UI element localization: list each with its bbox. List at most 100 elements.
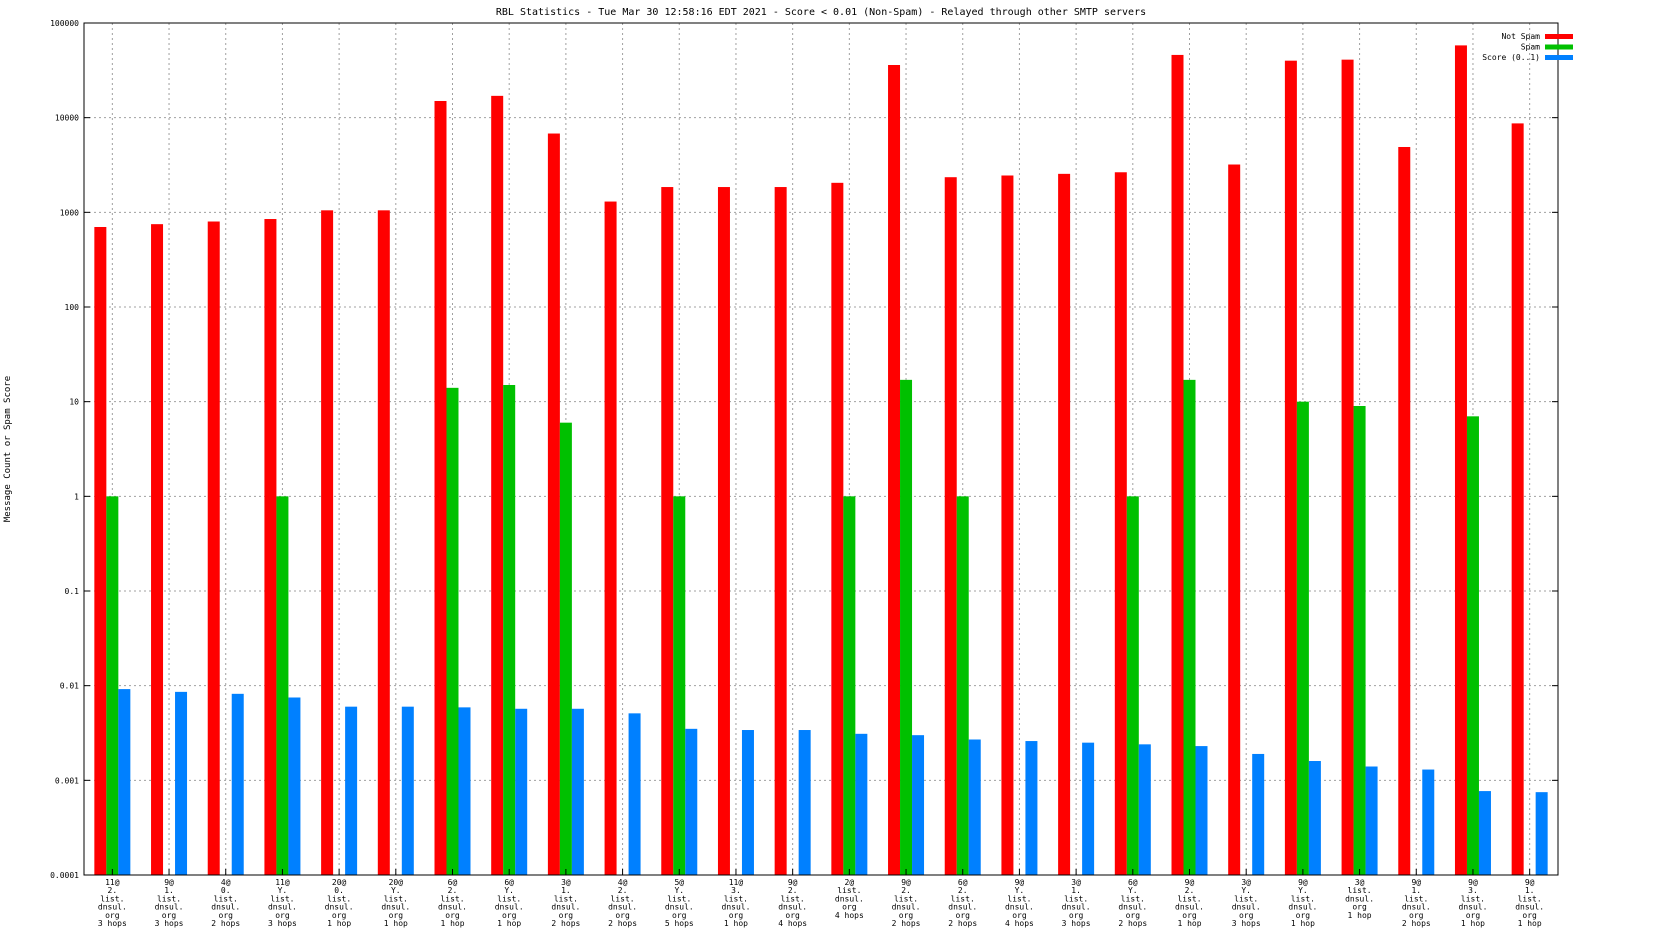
bar-spam bbox=[1296, 401, 1309, 875]
bar-score-0-1 bbox=[401, 706, 414, 875]
bar-score-0-1 bbox=[1082, 742, 1095, 875]
bar-not-spam bbox=[774, 187, 787, 875]
y-tick-label: 100000 bbox=[50, 19, 79, 28]
bar-score-0-1 bbox=[1252, 753, 1265, 875]
bar-spam bbox=[106, 496, 119, 875]
x-tick-label: 20@ Y. list. dnsul. org 1 hop bbox=[381, 878, 410, 928]
x-tick-label: 9@ 3. list. dnsul. org 1 hop bbox=[1459, 878, 1488, 928]
bar-not-spam bbox=[491, 95, 504, 876]
bar-not-spam bbox=[888, 65, 901, 876]
legend-swatch bbox=[1545, 34, 1573, 39]
bar-not-spam bbox=[1398, 146, 1411, 876]
bar-score-0-1 bbox=[628, 713, 641, 875]
y-axis-label: Message Count or Spam Score bbox=[3, 376, 13, 522]
bar-score-0-1 bbox=[968, 739, 981, 875]
bar-not-spam bbox=[661, 187, 674, 875]
bar-score-0-1 bbox=[175, 691, 188, 875]
x-tick-label: 6@ 2. list. dnsul. org 1 hop bbox=[438, 878, 467, 928]
bar-score-0-1 bbox=[685, 728, 698, 875]
bar-not-spam bbox=[1511, 123, 1524, 876]
plot-frame bbox=[83, 22, 1559, 876]
ticks-layer: 0.0001 0.001 0.01 0.1 1 10 100 1000 10000 100000 1… bbox=[50, 19, 1558, 928]
x-tick-label: 6@ 2. list. dnsul. org 2 hops bbox=[948, 878, 977, 928]
legend-label: Not Spam bbox=[1501, 32, 1540, 41]
bar-not-spam bbox=[1228, 164, 1241, 876]
grid-layer bbox=[84, 23, 1558, 875]
bar-not-spam bbox=[831, 182, 844, 876]
bar-spam bbox=[1466, 416, 1479, 875]
bar-score-0-1 bbox=[912, 735, 925, 875]
bar-not-spam bbox=[1341, 59, 1354, 876]
x-tick-label: 6@ Y. list. dnsul. org 1 hop bbox=[495, 878, 524, 928]
x-tick-label: 11@ Y. list. dnsul. org 3 hops bbox=[268, 878, 297, 928]
bar-score-0-1 bbox=[1308, 761, 1321, 875]
bars-layer bbox=[94, 45, 1548, 876]
bar-score-0-1 bbox=[345, 706, 358, 875]
y-tick-label: 10000 bbox=[55, 114, 79, 123]
x-tick-label: 9@ 2. list. dnsul. org 2 hops bbox=[892, 878, 921, 928]
bar-spam bbox=[1353, 405, 1366, 875]
bar-score-0-1 bbox=[1025, 741, 1038, 875]
y-tick-label: 0.1 bbox=[65, 587, 80, 596]
bar-not-spam bbox=[377, 210, 390, 876]
bar-score-0-1 bbox=[798, 730, 811, 875]
bar-score-0-1 bbox=[458, 707, 471, 875]
bar-spam bbox=[1126, 496, 1139, 875]
x-tick-label: 5@ Y. list. dnsul. org 5 hops bbox=[665, 878, 694, 928]
bar-not-spam bbox=[151, 224, 164, 875]
y-tick-label: 10 bbox=[69, 398, 79, 407]
bar-score-0-1 bbox=[288, 697, 301, 875]
bar-spam bbox=[843, 496, 856, 875]
bar-score-0-1 bbox=[1195, 746, 1208, 875]
bar-score-0-1 bbox=[1478, 791, 1491, 875]
x-tick-label: 9@ 1. list. dnsul. org 3 hops bbox=[155, 878, 184, 928]
x-tick-label: 6@ Y. list. dnsul. org 2 hops bbox=[1118, 878, 1147, 928]
chart-title: RBL Statistics - Tue Mar 30 12:58:16 EDT… bbox=[496, 7, 1146, 18]
y-tick-label: 0.0001 bbox=[50, 871, 79, 880]
bar-spam bbox=[503, 384, 516, 875]
bar-score-0-1 bbox=[515, 708, 528, 875]
bar-score-0-1 bbox=[1535, 792, 1548, 875]
y-tick-label: 1 bbox=[74, 492, 79, 501]
x-tick-label: 2@ list. dnsul. org 4 hops bbox=[835, 878, 864, 920]
bar-spam bbox=[446, 387, 459, 875]
bar-not-spam bbox=[717, 187, 730, 875]
bar-score-0-1 bbox=[1365, 766, 1378, 875]
bar-not-spam bbox=[1114, 172, 1127, 875]
bar-not-spam bbox=[1171, 54, 1184, 875]
bar-score-0-1 bbox=[855, 733, 868, 875]
x-tick-label: 9@ 2. list. dnsul. org 4 hops bbox=[778, 878, 807, 928]
bar-spam bbox=[900, 379, 913, 875]
bar-not-spam bbox=[1284, 60, 1297, 876]
bar-not-spam bbox=[1001, 175, 1014, 875]
bar-score-0-1 bbox=[1422, 769, 1435, 875]
bar-spam bbox=[673, 496, 686, 875]
bar-score-0-1 bbox=[1138, 744, 1151, 875]
bar-score-0-1 bbox=[231, 693, 244, 875]
x-tick-label: 11@ 3. list. dnsul. org 1 hop bbox=[722, 878, 751, 928]
y-tick-label: 0.01 bbox=[60, 682, 79, 691]
bar-spam bbox=[276, 496, 289, 875]
x-tick-label: 3@ list. dnsul. org 1 hop bbox=[1345, 878, 1374, 920]
bar-not-spam bbox=[264, 219, 277, 875]
bar-not-spam bbox=[604, 201, 617, 875]
x-tick-label: 20@ 0. list. dnsul. org 1 hop bbox=[325, 878, 354, 928]
bar-not-spam bbox=[944, 177, 957, 876]
y-tick-label: 0.001 bbox=[55, 776, 79, 785]
x-tick-label: 9@ 1. list. dnsul. org 2 hops bbox=[1402, 878, 1431, 928]
bar-score-0-1 bbox=[741, 730, 754, 875]
x-tick-label: 9@ 1. list. dnsul. org 1 hop bbox=[1515, 878, 1544, 928]
bar-not-spam bbox=[1454, 45, 1467, 875]
x-tick-label: 4@ 2. list. dnsul. org 2 hops bbox=[608, 878, 637, 928]
bar-score-0-1 bbox=[571, 708, 584, 875]
x-tick-label: 9@ Y. list. dnsul. org 1 hop bbox=[1288, 878, 1317, 928]
x-tick-label: 9@ Y. list. dnsul. org 4 hops bbox=[1005, 878, 1034, 928]
x-tick-label: 3@ Y. list. dnsul. org 3 hops bbox=[1232, 878, 1261, 928]
legend-label: Score (0..1) bbox=[1482, 53, 1540, 62]
bar-not-spam bbox=[434, 100, 447, 875]
bar-not-spam bbox=[547, 133, 560, 876]
y-tick-label: 100 bbox=[65, 303, 80, 312]
